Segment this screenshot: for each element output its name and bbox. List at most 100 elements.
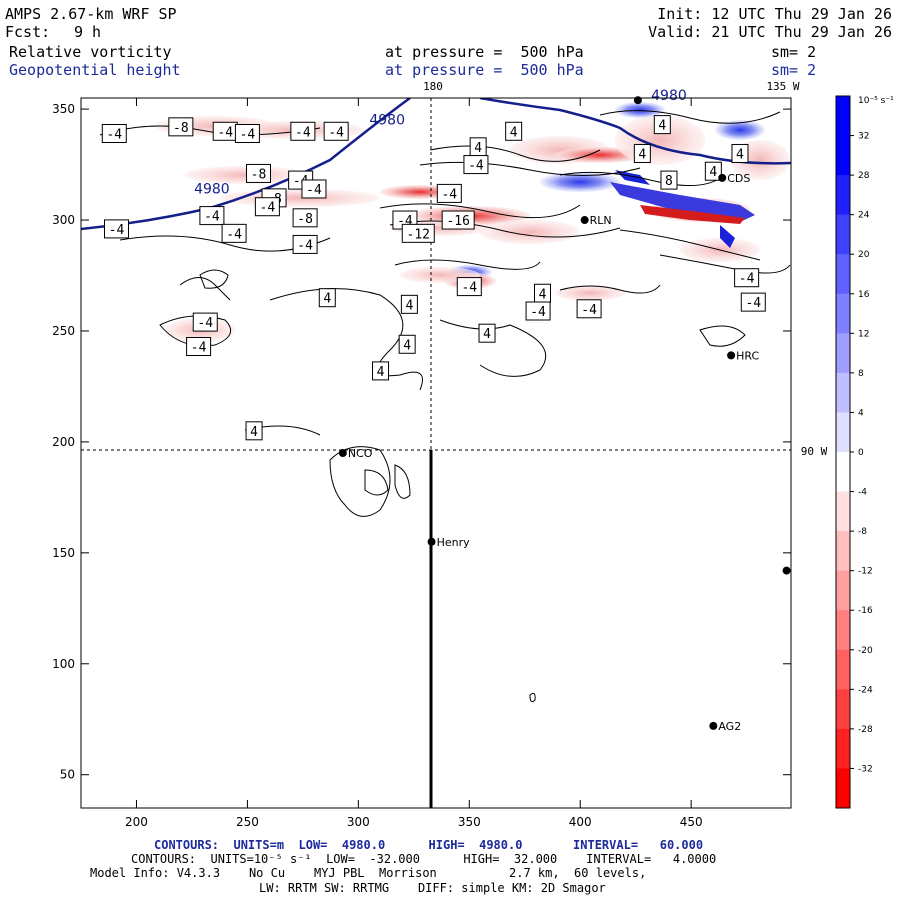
- contour-label: -4: [530, 305, 546, 320]
- contour-label-box: [576, 299, 602, 319]
- contour-label: 4: [323, 292, 331, 307]
- contour-label-box: [398, 334, 416, 354]
- x-tick-label: 450: [680, 815, 703, 829]
- contour-label: 4: [483, 327, 491, 342]
- contour-label: -4: [739, 272, 755, 287]
- colorbar-tick-label: -20: [858, 646, 873, 656]
- contour-label: -8: [251, 167, 267, 182]
- contour-label-box: [436, 183, 462, 203]
- contour-label: -4: [461, 281, 477, 296]
- x-tick-label: 250: [236, 815, 259, 829]
- height-label: 4980: [369, 113, 405, 129]
- contour-label-box: [505, 121, 523, 141]
- contour-label: -4: [297, 238, 313, 253]
- colorbar-tick-label: 4: [858, 408, 864, 418]
- station-dot: [727, 351, 736, 360]
- contour-label: 4: [736, 147, 744, 162]
- contour-label: 4: [377, 365, 385, 380]
- colorbar-band: [836, 452, 850, 493]
- contour-label: -4: [197, 316, 213, 331]
- field1-smoothing: sm= 2: [771, 43, 817, 61]
- colorbar-band: [836, 768, 850, 809]
- station-label: Henry: [437, 536, 471, 549]
- contour-label-box: [323, 121, 349, 141]
- colorbar-band: [836, 649, 850, 690]
- contour-label-box: [199, 206, 225, 226]
- contour-label-box: [192, 312, 218, 332]
- colorbar-tick-label: 32: [858, 132, 869, 142]
- contour-label: -8: [173, 121, 189, 136]
- y-tick-label: 150: [52, 546, 75, 560]
- field1-name: Relative vorticity: [9, 43, 172, 61]
- colorbar-tick-label: 12: [858, 329, 869, 339]
- x-tick-label: 200: [125, 815, 148, 829]
- contour-label: -4: [240, 128, 256, 143]
- model-title: AMPS 2.67-km WRF SP: [5, 5, 177, 23]
- y-tick-label: 350: [52, 102, 75, 116]
- contour-label: -12: [407, 227, 430, 242]
- contour-label: 4: [510, 125, 518, 140]
- contour-label: -4: [260, 201, 276, 216]
- colorbar-band: [836, 570, 850, 611]
- contour-label-box: [245, 421, 263, 441]
- colorbar-band: [836, 214, 850, 255]
- valid-time: Valid: 21 UTC Thu 29 Jan 26: [648, 23, 892, 41]
- colorbar-band: [836, 491, 850, 532]
- station-label: CDS: [727, 172, 750, 185]
- contour-label: -4: [328, 125, 344, 140]
- y-tick-label: 50: [60, 768, 75, 782]
- contour-label: -4: [745, 296, 761, 311]
- contour-label: 4: [638, 147, 646, 162]
- contour-label: -4: [226, 227, 242, 242]
- contour-label: -4: [217, 125, 233, 140]
- contour-label-box: [318, 288, 336, 308]
- init-time: Init: 12 UTC Thu 29 Jan 26: [657, 5, 892, 23]
- y-tick-label: 300: [52, 213, 75, 227]
- colorbar-tick-label: 8: [858, 369, 864, 379]
- y-tick-label: 200: [52, 435, 75, 449]
- colorbar-tick-label: -24: [858, 685, 873, 695]
- contour-label: 4: [539, 287, 547, 302]
- colorbar-tick-label: -4: [858, 488, 867, 498]
- contour-label-box: [734, 268, 760, 288]
- contour-label-box: [463, 155, 489, 175]
- contour-label-box: [221, 223, 247, 243]
- contour-label-box: [168, 117, 194, 137]
- colorbar-band: [836, 254, 850, 295]
- contour-label: -4: [441, 187, 457, 202]
- footer-physics-info: LW: RRTM SW: RRTMG DIFF: simple KM: 2D S…: [259, 881, 606, 895]
- contour-label-box: [101, 124, 127, 143]
- field2-name: Geopotential height: [9, 61, 181, 79]
- colorbar-tick-label: 16: [858, 290, 870, 300]
- x-tick-label: 300: [347, 815, 370, 829]
- y-tick-label: 250: [52, 324, 75, 338]
- forecast-label: Fcst:: [5, 23, 51, 41]
- contour-label: -4: [581, 303, 597, 318]
- contour-label: 4: [403, 338, 411, 353]
- contour-label-box: [372, 361, 390, 381]
- field2-level: at pressure = 500 hPa: [385, 61, 584, 79]
- height-labels: 4980 4980 4980: [194, 88, 687, 197]
- contour-label-box: [292, 208, 318, 228]
- station-label: AG2: [718, 720, 741, 733]
- contour-label: -4: [468, 159, 484, 174]
- colorbar-unit-label: 10⁻⁵ s⁻¹: [858, 96, 894, 106]
- colorbar-band: [836, 175, 850, 216]
- colorbar-tick-label: 0: [858, 448, 864, 458]
- contour-label-box: [290, 121, 316, 141]
- colorbar-band: [836, 412, 850, 453]
- contour-label-box: [400, 294, 418, 314]
- contour-label-box: [660, 170, 678, 190]
- contour-label: -16: [446, 214, 469, 229]
- contour-label-box: [653, 115, 671, 135]
- x-tick-label: 400: [569, 815, 592, 829]
- meridian-135w-label: 135 W: [766, 80, 799, 93]
- station-label: NCO: [348, 447, 373, 460]
- contour-label-box: [478, 323, 496, 343]
- contour-label-box: [704, 161, 722, 181]
- field1-level: at pressure = 500 hPa: [385, 43, 584, 61]
- contour-label-box: [186, 337, 212, 356]
- contour-label-box: [301, 179, 327, 199]
- colorbar: 32 28 24 20 16 12 8 4 0 -4 -8 -12 -16 -20 -24 -28 -32: [835, 95, 873, 809]
